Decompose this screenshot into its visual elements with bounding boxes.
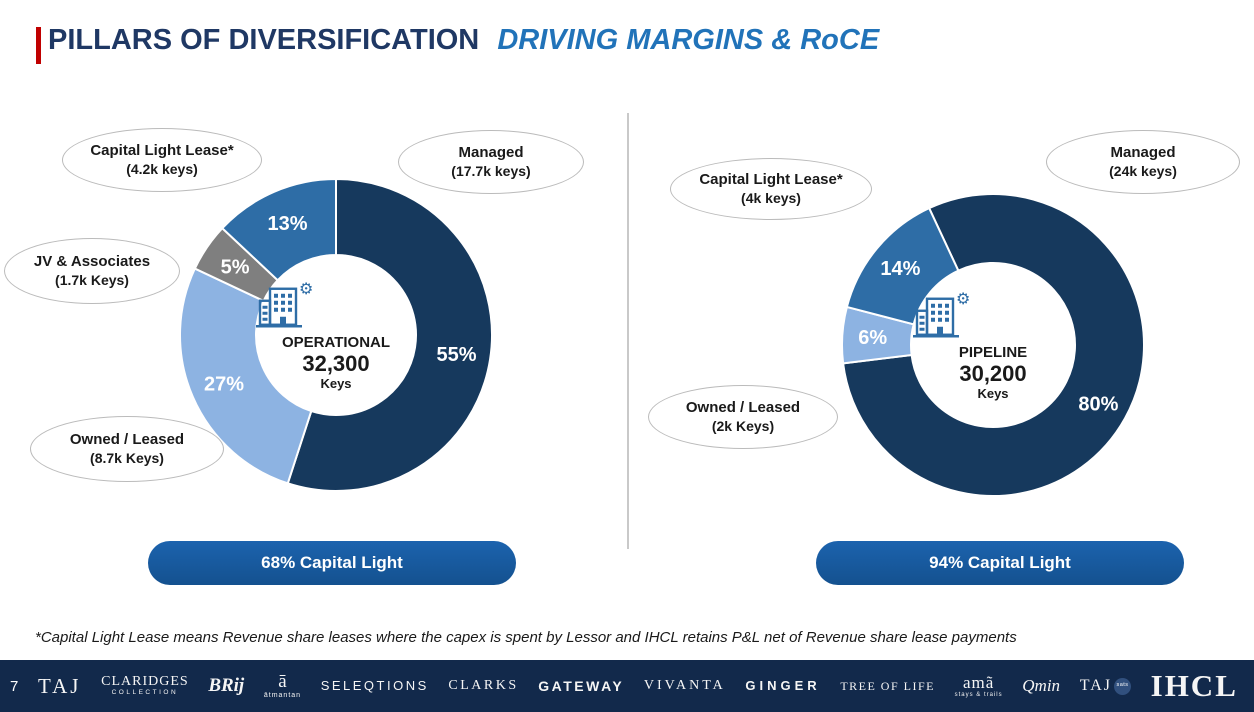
capital-light-badge-operational: 68% Capital Light	[148, 541, 516, 585]
slice-pct-label-capital-light-lease-pipeline: 14%	[880, 258, 920, 280]
callout-sublabel: (4k keys)	[741, 189, 801, 206]
section-divider	[627, 113, 629, 549]
donut-slice-owned-leased-operational	[179, 267, 313, 485]
page-title-sub: DRIVING MARGINS & RoCE	[497, 24, 880, 56]
brand-logo-atmantan: ā ātmantan	[263, 671, 302, 700]
brand-logo-taj: TAJ	[37, 673, 82, 698]
slice-pct-label-jv-associates-operational: 5%	[221, 256, 250, 278]
slice-pct-label-owned-leased-pipeline: 6%	[858, 327, 887, 349]
brand-logo-ihcl: IHCL	[1150, 667, 1238, 703]
callout-sublabel: (24k keys)	[1109, 162, 1177, 179]
callout-sublabel: (8.7k Keys)	[90, 449, 164, 466]
brand-logo-vivanta: VIVANTA	[643, 677, 726, 693]
tajsats-badge: sats	[1113, 677, 1131, 695]
callout-capital-light-lease-pipeline: Capital Light Lease* (4k keys)	[670, 158, 872, 220]
callout-sublabel: (2k Keys)	[711, 417, 775, 434]
donut-slice-managed-operational	[286, 177, 493, 492]
operational-donut-center: ⚙ OPERATIONAL 32,300 Keys	[256, 279, 416, 391]
brand-logo-tajsats: TAJ sats	[1080, 677, 1131, 695]
donut-slice-capital-light-lease-operational	[220, 177, 337, 282]
donut-svg: 80% 6% 14%	[841, 193, 1145, 497]
brand-logo-ginger: GINGER	[745, 678, 821, 694]
brand-logo-brij: BRij	[208, 675, 245, 697]
callout-sublabel: (17.7k keys)	[451, 162, 531, 179]
brand-logo-qmin: Qmin	[1022, 676, 1061, 696]
capital-light-badge-pipeline: 94% Capital Light	[816, 541, 1184, 585]
brand-logo-gateway: GATEWAY	[538, 677, 625, 694]
slice-pct-label-managed-operational: 55%	[436, 344, 476, 366]
brand-logo-seleqtions: SELEQTIONS	[320, 678, 429, 694]
pipeline-donut-center: ⚙ PIPELINE 30,200 Keys	[913, 289, 1073, 401]
brand-logo-ama-stays-trails: amã stays & trails	[954, 672, 1003, 698]
callout-label: Owned / Leased	[685, 398, 801, 416]
callout-sublabel: (1.7k Keys)	[55, 271, 129, 288]
page-number: 7	[10, 677, 19, 695]
slice-pct-label-managed-pipeline: 80%	[1078, 393, 1118, 415]
hotel-gear-icon: ⚙	[256, 279, 313, 328]
callout-managed-pipeline: Managed (24k keys)	[1046, 130, 1240, 194]
donut-slice-managed-pipeline	[842, 193, 1145, 497]
brand-logo-claridges-collection: CLARIDGES COLLECTION	[101, 674, 189, 696]
slice-pct-label-capital-light-lease-operational: 13%	[268, 213, 308, 235]
callout-label: Owned / Leased	[69, 430, 185, 448]
pipeline-donut-chart: 80% 6% 14% ⚙ PIPELINE 30,200 Keys	[840, 192, 1146, 498]
center-label: OPERATIONAL	[281, 333, 391, 351]
callout-capital-light-lease-operational: Capital Light Lease* (4.2k keys)	[62, 128, 262, 192]
svg-text:⚙: ⚙	[299, 279, 313, 298]
callout-label: Capital Light Lease*	[699, 170, 843, 188]
slice-pct-label-owned-leased-operational: 27%	[204, 373, 244, 395]
page-title-main: PILLARS OF DIVERSIFICATION	[48, 24, 480, 56]
center-label: PIPELINE	[958, 343, 1028, 361]
center-value: 30,200	[959, 361, 1027, 387]
callout-label: JV & Associates	[33, 252, 151, 270]
footnote: *Capital Light Lease means Revenue share…	[35, 629, 1017, 646]
title-accent-bar	[36, 27, 41, 64]
center-value: 32,300	[302, 351, 370, 377]
svg-text:⚙: ⚙	[956, 289, 970, 308]
page-title: PILLARS OF DIVERSIFICATION DRIVING MARGI…	[48, 24, 879, 57]
callout-jv-associates-operational: JV & Associates (1.7k Keys)	[4, 238, 180, 304]
callout-label: Managed	[1110, 143, 1176, 161]
callout-managed-operational: Managed (17.7k keys)	[398, 130, 584, 194]
operational-donut-chart: 55% 27% 5% 13% ⚙ OPERATIONAL 32,300	[178, 177, 494, 493]
donut-slice-capital-light-lease-pipeline	[845, 206, 960, 326]
callout-owned-leased-operational: Owned / Leased (8.7k Keys)	[30, 416, 224, 482]
callout-owned-leased-pipeline: Owned / Leased (2k Keys)	[648, 385, 838, 449]
brand-logo-tree-of-life: TREE OF LIFE	[840, 678, 935, 693]
center-unit: Keys	[977, 385, 1009, 401]
donut-svg: 55% 27% 5% 13%	[179, 177, 493, 492]
callout-label: Capital Light Lease*	[90, 141, 234, 159]
brand-footer: 7 TAJ CLARIDGES COLLECTION BRij ā ātmant…	[0, 660, 1254, 712]
center-unit: Keys	[320, 375, 352, 391]
brand-logo-clarks: CLARKS	[448, 677, 519, 693]
callout-sublabel: (4.2k keys)	[126, 160, 198, 177]
callout-label: Managed	[458, 143, 524, 161]
hotel-gear-icon: ⚙	[913, 289, 970, 338]
